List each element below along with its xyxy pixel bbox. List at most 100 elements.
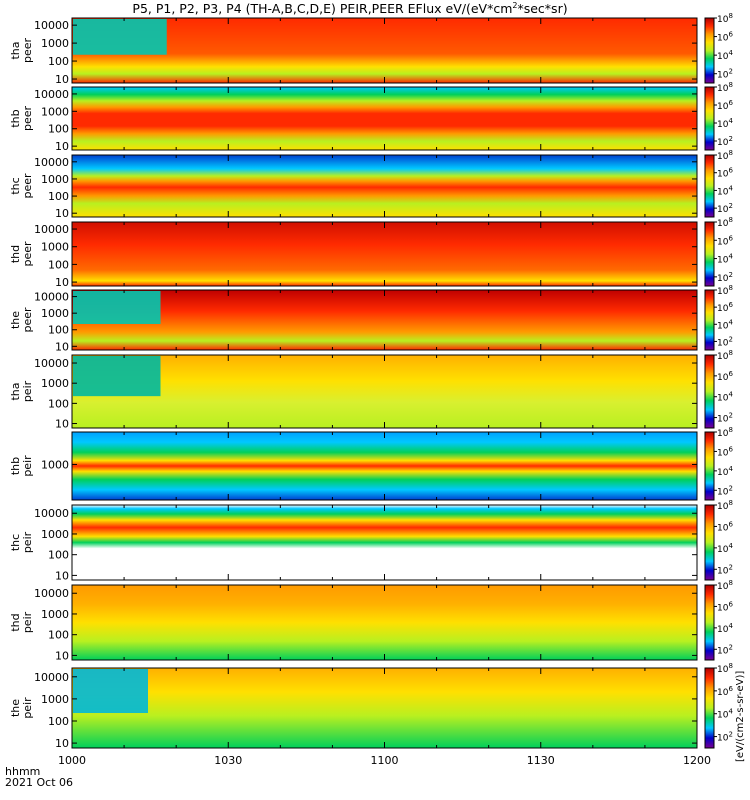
colorbar-tick-exponent: 6	[728, 167, 733, 175]
x-tick-label: 1100	[371, 754, 399, 767]
y-axis-label: peer	[21, 38, 34, 64]
y-tick-label: 100	[48, 397, 69, 410]
y-axis-label: the	[9, 311, 22, 329]
colorbar-scale	[704, 154, 715, 218]
date-label: 2021 Oct 06	[5, 776, 74, 789]
y-tick-label: 10000	[34, 587, 69, 600]
colorbar-tick-exponent: 6	[728, 685, 733, 693]
colorbar-tick-exponent: 4	[728, 708, 733, 716]
colorbar-tick-exponent: 4	[728, 622, 733, 630]
spectrogram-region	[73, 291, 161, 324]
y-tick-label: 10	[55, 569, 69, 582]
y-tick-label: 100	[48, 55, 69, 68]
colorbar-tick-exponent: 8	[728, 284, 732, 292]
colorbar-scale	[704, 289, 715, 351]
y-axis-label: thd	[9, 613, 22, 631]
colorbar-tick-exponent: 4	[728, 253, 733, 261]
colorbar-unit-text: [eV/(cm2-s-sr-eV)]	[735, 671, 746, 762]
y-tick-label: 100	[48, 629, 69, 642]
y-tick-label: 100	[48, 324, 69, 337]
colorbar-scale	[704, 17, 715, 84]
colorbar-tick-exponent: 2	[728, 335, 732, 343]
y-axis-label: peir	[21, 697, 34, 719]
colorbar-tick-exponent: 2	[728, 412, 732, 420]
spectrogram-image	[72, 87, 697, 150]
colorbar-tick-exponent: 6	[728, 445, 733, 453]
y-axis-label: peer	[21, 241, 34, 267]
y-axis-label: peir	[21, 455, 34, 477]
colorbar-tick-exponent: 8	[728, 499, 732, 507]
colorbar-tick-exponent: 8	[728, 81, 732, 89]
colorbar-tick-exponent: 4	[728, 318, 733, 326]
y-tick-label: 10000	[34, 156, 69, 169]
colorbar-tick-exponent: 4	[728, 391, 733, 399]
colorbar-tick-exponent: 2	[728, 135, 732, 143]
y-axis-label: peir	[21, 611, 34, 633]
colorbar-tick-exponent: 4	[728, 49, 733, 57]
y-tick-label: 1000	[41, 458, 69, 471]
colorbar-tick-exponent: 6	[728, 99, 733, 107]
colorbar-tick-exponent: 8	[728, 12, 732, 20]
colorbar-tick-exponent: 4	[728, 542, 733, 550]
y-tick-label: 10	[55, 73, 69, 86]
y-tick-label: 10000	[34, 357, 69, 370]
x-tick-label: 1200	[683, 754, 711, 767]
colorbar-tick-exponent: 6	[728, 520, 733, 528]
y-tick-label: 10	[55, 140, 69, 153]
y-axis-label: tha	[9, 41, 22, 59]
y-tick-label: 10000	[34, 19, 69, 32]
y-tick-label: 10000	[34, 507, 69, 520]
y-tick-label: 10000	[34, 291, 69, 304]
spectrogram-region	[73, 356, 161, 397]
spectrogram-image	[72, 355, 697, 428]
colorbar-tick-exponent: 2	[728, 68, 732, 76]
colorbar-tick-exponent: 2	[728, 271, 732, 279]
spectrogram-image	[72, 18, 697, 83]
y-tick-label: 10000	[34, 671, 69, 684]
colorbar-tick-exponent: 8	[728, 149, 732, 157]
colorbar-tick-exponent: 4	[728, 117, 733, 125]
y-axis-label: thc	[9, 534, 22, 551]
spectrogram-image	[72, 432, 697, 500]
y-tick-label: 100	[48, 258, 69, 271]
colorbar-tick-exponent: 6	[728, 234, 733, 242]
spectrogram-image	[72, 222, 697, 286]
x-axis-label: hhmm	[5, 765, 41, 778]
colorbar-scale	[704, 431, 715, 501]
colorbar-tick-exponent: 2	[728, 202, 732, 210]
y-tick-label: 10	[55, 737, 69, 750]
y-tick-label: 1000	[41, 241, 69, 254]
y-tick-label: 10	[55, 649, 69, 662]
spectrogram-image	[72, 505, 697, 580]
colorbar-tick-exponent: 2	[728, 484, 732, 492]
y-tick-label: 1000	[41, 528, 69, 541]
y-axis-label: peer	[21, 173, 34, 199]
colorbar-tick-exponent: 2	[728, 643, 732, 651]
y-axis-label: thb	[9, 457, 22, 475]
colorbar-scale	[704, 86, 715, 151]
colorbar-tick-exponent: 4	[728, 465, 733, 473]
colorbar-scale	[704, 354, 715, 429]
spectrogram-image	[72, 290, 697, 350]
spectrogram-region	[73, 19, 167, 55]
x-tick-label: 1000	[58, 754, 86, 767]
y-tick-label: 10000	[34, 223, 69, 236]
y-axis-label: thc	[9, 177, 22, 194]
y-tick-label: 100	[48, 123, 69, 136]
spectrogram-image	[72, 668, 697, 748]
y-axis-label: peer	[21, 307, 34, 333]
colorbar-scale	[704, 221, 715, 287]
colorbar-scale	[704, 667, 715, 749]
